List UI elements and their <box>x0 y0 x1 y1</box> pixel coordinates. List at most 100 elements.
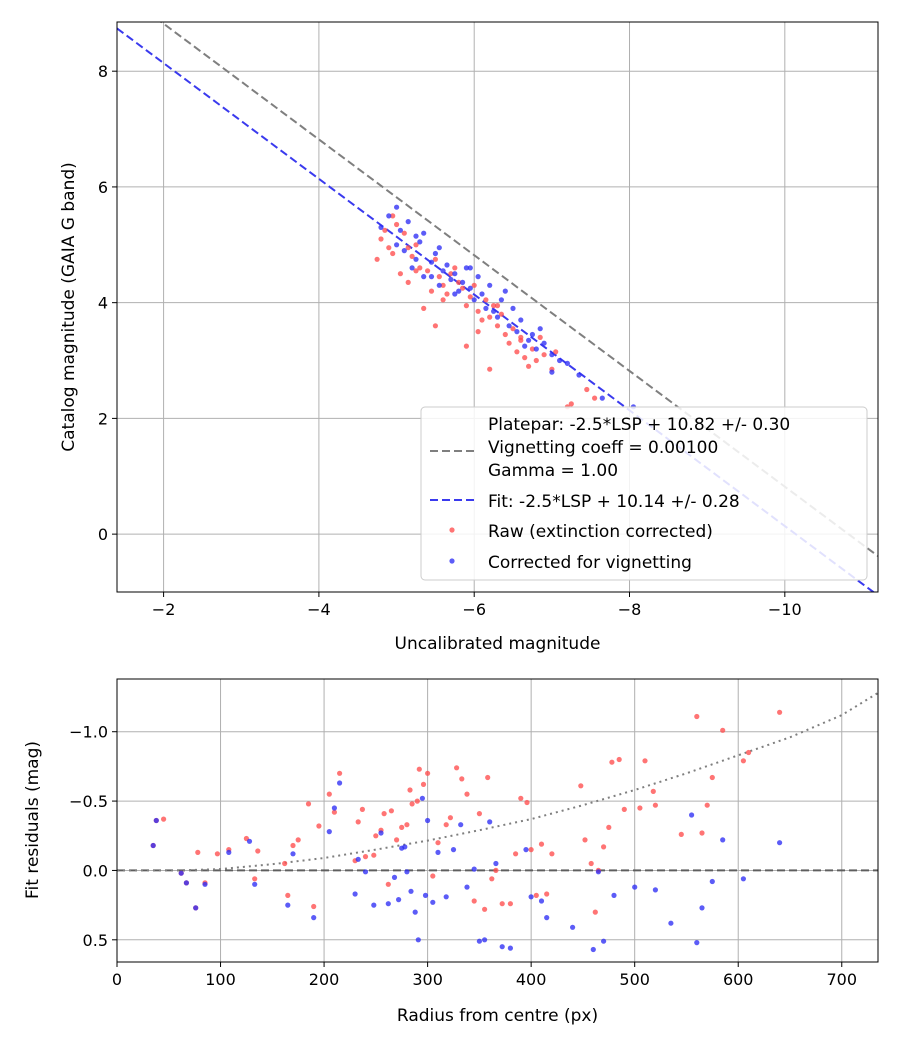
raw-point <box>699 830 705 836</box>
corrected-point <box>430 899 436 905</box>
top-y-axis-label: Catalog magnitude (GAIA G band) <box>59 162 79 452</box>
legend-fit-label: Fit: -2.5*LSP + 10.14 +/- 0.28 <box>488 492 740 512</box>
corrected-point <box>450 847 457 853</box>
raw-point <box>678 831 684 838</box>
corrected-point <box>533 346 539 352</box>
corrected-point <box>557 357 563 364</box>
corrected-point <box>538 898 545 904</box>
corrected-point <box>421 274 427 280</box>
raw-point <box>493 867 499 874</box>
x-tick-label: −4 <box>307 600 331 619</box>
raw-point <box>416 766 422 772</box>
y-tick-label: 0 <box>98 525 108 544</box>
raw-point <box>652 802 659 808</box>
corrected-point <box>444 262 450 268</box>
corrected-point <box>428 259 435 265</box>
bottom-axes-frame <box>116 678 879 963</box>
corrected-point <box>419 795 425 801</box>
raw-point <box>447 815 453 821</box>
corrected-point <box>311 915 317 921</box>
corrected-point <box>777 840 783 846</box>
raw-point <box>444 291 450 297</box>
corrected-point <box>537 326 543 332</box>
corrected-point <box>529 331 536 338</box>
raw-point <box>454 765 460 771</box>
corrected-point <box>491 308 497 314</box>
x-tick-label: 200 <box>309 970 340 989</box>
raw-point <box>355 819 361 825</box>
raw-point <box>285 892 291 899</box>
raw-point <box>397 271 403 277</box>
y-tick-label: −0.5 <box>69 792 108 811</box>
raw-point <box>471 898 477 904</box>
raw-point <box>295 837 301 843</box>
raw-point <box>514 349 520 355</box>
raw-point <box>601 844 607 850</box>
raw-point <box>362 854 369 860</box>
raw-point <box>482 906 488 912</box>
corrected-point <box>460 279 466 285</box>
corrected-point <box>494 314 501 320</box>
corrected-point <box>564 360 571 366</box>
corrected-point <box>522 343 528 349</box>
corrected-point <box>510 305 516 311</box>
corrected-point <box>467 285 473 291</box>
corrected-point <box>502 288 508 294</box>
corrected-point <box>487 819 493 825</box>
raw-point <box>390 213 396 219</box>
raw-point <box>526 363 532 369</box>
raw-point <box>305 801 312 807</box>
corrected-point <box>386 213 392 219</box>
corrected-point <box>689 812 695 818</box>
corrected-point <box>699 905 705 911</box>
raw-point <box>413 268 419 274</box>
raw-point <box>592 909 598 915</box>
corrected-point <box>493 860 499 867</box>
corrected-point <box>456 288 462 294</box>
x-tick-label: −6 <box>462 600 486 619</box>
raw-point <box>549 851 555 857</box>
corrected-point <box>412 909 418 915</box>
raw-point <box>440 282 446 288</box>
raw-point <box>374 256 380 262</box>
corrected-point <box>475 274 481 280</box>
raw-point <box>777 709 783 715</box>
raw-point <box>409 253 415 259</box>
corrected-point <box>528 894 534 900</box>
raw-point <box>435 840 441 846</box>
raw-point <box>584 386 590 393</box>
raw-point <box>487 314 493 320</box>
raw-point <box>616 756 622 763</box>
raw-point <box>394 837 400 843</box>
raw-point <box>316 823 322 829</box>
raw-point <box>537 334 543 340</box>
corrected-point <box>421 230 427 236</box>
raw-point <box>524 799 530 806</box>
corrected-point <box>246 838 253 844</box>
corrected-point <box>397 227 403 233</box>
fit-line <box>117 27 875 592</box>
raw-point <box>413 242 419 248</box>
raw-point <box>498 311 504 317</box>
raw-point <box>694 713 700 720</box>
corrected-point <box>408 888 414 894</box>
raw-point <box>538 841 545 847</box>
corrected-point <box>404 869 410 875</box>
corrected-point <box>409 265 415 271</box>
corrected-point <box>487 282 493 288</box>
legend-platepar-label: Vignetting coeff = 0.00100 <box>488 438 718 458</box>
raw-point <box>606 824 612 831</box>
corrected-point <box>464 884 470 890</box>
corrected-point <box>285 902 291 908</box>
raw-point <box>399 824 405 831</box>
raw-point <box>637 805 643 811</box>
raw-point <box>420 781 427 788</box>
raw-point <box>553 349 559 355</box>
raw-point <box>432 323 438 329</box>
raw-point <box>390 250 396 257</box>
raw-point <box>487 366 493 372</box>
raw-point <box>502 331 508 338</box>
raw-point <box>485 774 491 781</box>
